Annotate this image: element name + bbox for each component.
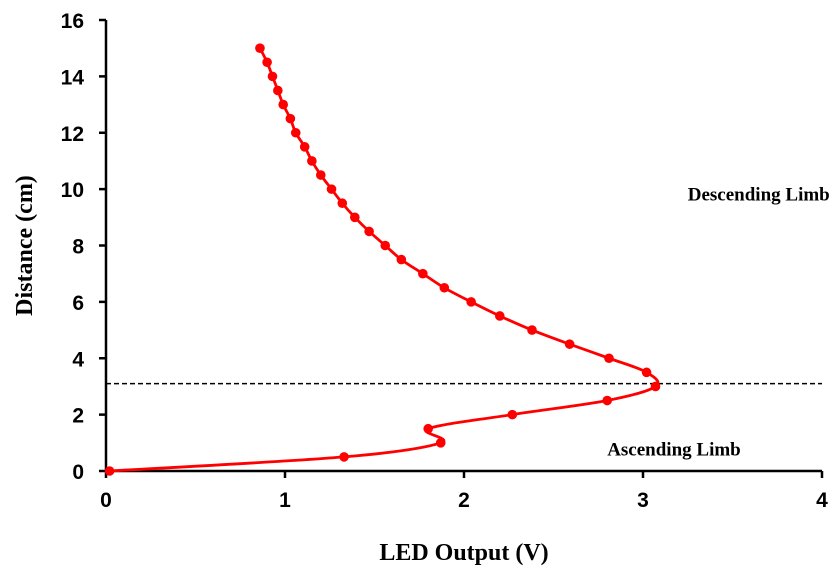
y-tick-labels: 0 2 4 6 8 10 12 14 16 — [61, 10, 85, 484]
data-point — [290, 127, 301, 138]
data-point — [350, 212, 360, 223]
y-tick-label: 10 — [61, 179, 84, 202]
data-point — [418, 268, 428, 279]
data-point — [604, 353, 614, 364]
data-point — [278, 99, 289, 110]
data-point — [285, 113, 296, 124]
data-point — [262, 57, 272, 68]
data-point — [364, 226, 374, 237]
y-tick-label: 16 — [61, 10, 84, 33]
data-point — [439, 282, 450, 293]
y-axis-title: Distance (cm) — [12, 175, 38, 316]
data-point — [641, 367, 652, 378]
x-tick-labels: 0 1 2 3 4 — [100, 489, 828, 512]
data-point — [380, 240, 391, 251]
data-point — [273, 85, 283, 96]
y-tick-label: 14 — [61, 66, 85, 89]
data-point — [396, 254, 407, 265]
data-point — [316, 170, 326, 180]
x-tick-label: 3 — [637, 489, 649, 512]
x-tick-label: 0 — [100, 489, 112, 512]
data-point — [307, 156, 317, 166]
data-point — [423, 423, 434, 434]
y-tick-label: 6 — [72, 292, 84, 315]
annotation-ascending-limb: Ascending Limb — [607, 439, 741, 460]
data-point — [527, 325, 537, 335]
y-tick-label: 12 — [61, 123, 84, 146]
annotation-descending-limb: Descending Limb — [688, 184, 829, 205]
x-tick-label: 1 — [279, 489, 291, 512]
y-tick-label: 8 — [72, 236, 84, 259]
x-tick-label: 4 — [816, 489, 828, 512]
series-line — [109, 47, 660, 473]
axes — [99, 18, 824, 478]
data-point — [339, 452, 349, 462]
x-tick-label: 2 — [458, 489, 470, 512]
x-axis-title: LED Output (V) — [379, 540, 548, 566]
data-point — [602, 395, 612, 406]
data-point — [299, 142, 310, 152]
data-point — [104, 466, 115, 476]
data-point — [564, 339, 575, 349]
data-point — [495, 311, 505, 321]
data-point — [507, 409, 518, 420]
data-point — [326, 184, 337, 194]
data-point — [466, 297, 476, 307]
y-tick-label: 4 — [72, 348, 84, 371]
y-tick-label: 2 — [72, 405, 84, 428]
data-point — [337, 198, 348, 209]
data-point — [650, 381, 661, 392]
data-points — [104, 43, 661, 476]
y-tick-label: 0 — [72, 461, 84, 484]
data-point — [255, 43, 265, 53]
data-point — [267, 71, 278, 82]
data-point — [435, 438, 446, 448]
